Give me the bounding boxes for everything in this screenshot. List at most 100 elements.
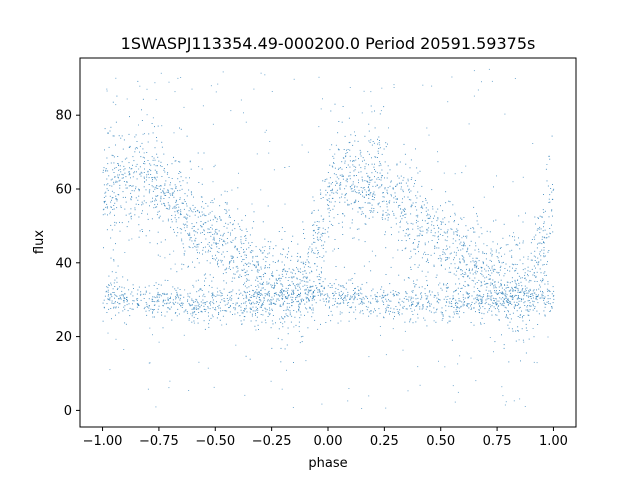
data-point <box>531 293 533 295</box>
data-point <box>416 302 418 304</box>
data-point <box>407 229 409 231</box>
data-point <box>276 298 278 300</box>
data-point <box>244 285 246 287</box>
data-point <box>244 282 246 284</box>
data-point <box>252 289 254 291</box>
data-point <box>210 219 211 221</box>
data-point <box>197 209 199 211</box>
data-point <box>322 248 324 249</box>
data-point <box>475 245 477 247</box>
data-point <box>362 157 364 159</box>
data-point <box>515 340 517 342</box>
data-point <box>544 315 546 317</box>
data-point <box>234 277 236 279</box>
data-point <box>543 242 545 244</box>
data-point <box>523 295 525 297</box>
data-point <box>338 292 340 294</box>
data-point <box>212 292 214 294</box>
data-point <box>134 214 136 216</box>
data-point <box>243 319 245 321</box>
data-point <box>143 176 145 178</box>
data-point <box>470 322 472 323</box>
data-point <box>517 279 519 281</box>
data-point <box>519 259 521 261</box>
data-point <box>170 218 172 220</box>
data-point <box>106 184 108 186</box>
data-point <box>414 248 416 250</box>
data-point <box>197 318 199 319</box>
data-point <box>328 212 330 214</box>
data-point <box>331 314 333 316</box>
data-point <box>347 294 349 296</box>
data-point <box>300 271 302 273</box>
data-point <box>235 293 237 295</box>
data-point <box>245 305 247 307</box>
data-point <box>469 277 471 279</box>
data-point <box>284 270 286 272</box>
data-point <box>544 306 546 308</box>
data-point <box>393 197 395 199</box>
data-point <box>433 265 435 267</box>
data-point <box>544 275 546 276</box>
data-point <box>362 313 364 315</box>
data-point <box>134 151 136 153</box>
data-point <box>350 203 352 205</box>
data-point <box>193 322 195 324</box>
data-point <box>549 232 551 234</box>
data-point <box>474 265 476 267</box>
data-point <box>365 194 367 196</box>
data-point <box>384 188 386 190</box>
data-point <box>170 194 172 196</box>
data-point <box>235 237 237 238</box>
data-point <box>138 204 140 205</box>
data-point <box>530 298 532 300</box>
data-point <box>502 297 504 299</box>
data-point <box>211 244 213 246</box>
data-point <box>262 309 264 311</box>
data-point <box>403 196 405 198</box>
data-point <box>528 300 530 301</box>
data-point <box>186 213 188 215</box>
data-point <box>475 270 477 272</box>
data-point <box>292 294 294 295</box>
data-point <box>498 300 500 302</box>
data-point <box>389 311 391 312</box>
data-point <box>507 299 509 300</box>
data-point <box>149 362 151 364</box>
data-point <box>514 263 516 265</box>
data-point <box>108 298 110 300</box>
data-point <box>152 311 154 313</box>
data-point <box>297 252 299 254</box>
data-point <box>465 273 467 275</box>
data-point <box>168 81 170 83</box>
data-point <box>284 316 286 318</box>
data-point <box>133 160 135 162</box>
data-point <box>174 211 176 213</box>
data-point <box>133 300 135 302</box>
data-point <box>287 295 289 297</box>
data-point <box>313 299 315 301</box>
data-point <box>243 112 244 114</box>
data-point <box>226 203 228 205</box>
data-point <box>212 316 214 318</box>
data-point <box>519 242 521 244</box>
data-point <box>245 295 247 297</box>
data-point <box>330 320 332 322</box>
data-point <box>385 231 386 233</box>
data-point <box>370 210 372 212</box>
data-point <box>229 291 231 293</box>
data-point <box>345 288 347 290</box>
data-point <box>195 231 197 233</box>
data-point <box>240 99 242 101</box>
data-point <box>455 290 456 291</box>
data-point <box>105 291 107 293</box>
data-point <box>103 306 105 308</box>
data-point <box>328 198 330 200</box>
data-point <box>166 293 167 295</box>
data-point <box>335 180 337 182</box>
data-point <box>462 255 464 257</box>
data-point <box>404 213 406 215</box>
data-point <box>381 153 383 155</box>
data-point <box>397 206 399 208</box>
data-point <box>382 213 384 215</box>
